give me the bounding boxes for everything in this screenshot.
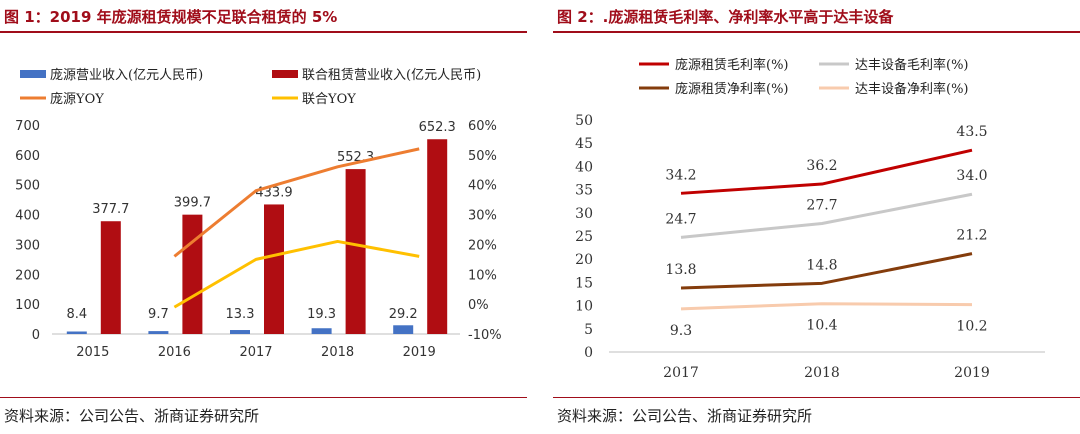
y-tick-label: 45 (575, 136, 593, 152)
x-tick-label: 2015 (76, 345, 109, 360)
y2-tick-label: 30% (468, 209, 497, 224)
data-label: 10.2 (956, 319, 987, 335)
data-label-pangyuan: 13.3 (226, 307, 255, 322)
data-label-pangyuan: 8.4 (66, 307, 87, 322)
y2-tick-label: 60% (468, 119, 497, 134)
data-label: 14.8 (806, 257, 837, 273)
legend-swatch (20, 70, 46, 78)
bar-lianhe-revenue (345, 169, 366, 334)
y-tick-label: 20 (575, 252, 593, 268)
x-tick-label: 2018 (804, 365, 840, 381)
y-tick-label: 30 (575, 206, 593, 222)
data-label-pangyuan: 19.3 (307, 307, 336, 322)
line-dafeng-net (680, 302, 973, 311)
data-label-lianhe: 377.7 (92, 202, 129, 217)
y2-tick-label: 40% (468, 179, 497, 194)
y-tick-label: 600 (15, 149, 40, 164)
data-label-lianhe: 652.3 (419, 120, 456, 135)
data-label: 34.0 (956, 168, 987, 184)
source-rule-right (553, 397, 1080, 398)
y2-tick-label: 20% (468, 238, 497, 253)
legend-swatch (272, 70, 298, 78)
legend-label: 庞源营业收入(亿元人民币) (50, 67, 203, 83)
data-label: 34.2 (665, 167, 696, 183)
y-tick-label: 40 (575, 159, 593, 175)
bar-pangyuan-revenue (148, 331, 169, 334)
y-tick-label: 10 (575, 299, 593, 315)
data-label: 43.5 (956, 124, 987, 140)
y2-tick-label: -10% (468, 328, 502, 343)
y-tick-label: 0 (32, 328, 40, 343)
legend-label: 庞源YOY (50, 91, 104, 107)
bar-lianhe-revenue (264, 204, 284, 334)
source-note-left: 资料来源：公司公告、浙商证券研究所 (4, 407, 260, 425)
data-label: 36.2 (806, 158, 837, 174)
line-lianhe-yoy (173, 239, 420, 309)
legend-label: 庞源租赁毛利率(%) (675, 57, 789, 73)
y-tick-label: 400 (15, 209, 40, 224)
y-tick-label: 15 (575, 275, 593, 291)
chart-panel-left: 图 1：2019 年庞源租赁规模不足联合租赁的 5% 0 100 200 300 400… (0, 0, 527, 434)
y-tick-label: 50 (575, 113, 593, 129)
y-tick-label: 35 (575, 183, 593, 199)
data-label-pangyuan: 29.2 (389, 307, 418, 322)
source-note-right: 资料来源：公司公告、浙商证券研究所 (557, 407, 813, 425)
legend-label: 达丰设备净利率(%) (855, 81, 969, 97)
legend-label: 联合YOY (302, 92, 356, 107)
chart-left: 0 100 200 300 400 500 600 700 -10% 0% 10% 20% 30% 40%… (15, 67, 502, 360)
line-pangyuan-yoy (173, 147, 420, 258)
data-label: 24.7 (665, 211, 696, 227)
y2-tick-label: 10% (468, 268, 497, 283)
line-pangyuan-net (680, 252, 973, 290)
x-tick-label: 2019 (954, 365, 990, 381)
y-tick-label: 0 (584, 345, 593, 361)
x-tick-label: 2018 (321, 345, 354, 360)
data-label-lianhe: 399.7 (174, 196, 211, 211)
line-dafeng-gross (680, 192, 973, 239)
legend-label: 联合租赁营业收入(亿元人民币) (302, 68, 481, 83)
y-tick-label: 700 (15, 119, 40, 134)
y-tick-label: 5 (584, 322, 593, 338)
y-tick-label: 25 (575, 229, 593, 245)
data-label: 10.4 (806, 318, 837, 334)
source-rule-left (0, 397, 527, 398)
title-rule-left (0, 31, 527, 33)
bar-pangyuan-revenue (393, 325, 414, 334)
x-tick-label: 2017 (239, 345, 272, 360)
chart-title-left: 图 1：2019 年庞源租赁规模不足联合租赁的 5% (4, 8, 338, 26)
bar-lianhe-revenue (100, 221, 121, 334)
legend-label: 达丰设备毛利率(%) (855, 57, 969, 73)
y-tick-label: 300 (15, 238, 40, 253)
legend-label: 庞源租赁净利率(%) (675, 81, 789, 97)
y-tick-label: 200 (15, 268, 40, 283)
data-label: 13.8 (665, 262, 696, 278)
bar-pangyuan-revenue (230, 330, 250, 334)
bar-lianhe-revenue (182, 214, 203, 334)
y-tick-label: 100 (15, 298, 40, 313)
y2-tick-label: 50% (468, 149, 497, 164)
chart-right: 0 5 10 15 20 25 30 35 40 45 50 2017 2018 2019 34.2 36.2… (575, 57, 1045, 381)
data-label: 9.3 (670, 323, 692, 339)
y-tick-label: 500 (15, 179, 40, 194)
x-tick-label: 2019 (403, 345, 436, 360)
x-tick-label: 2017 (663, 365, 699, 381)
chart-title-right: 图 2：.庞源租赁毛利率、净利率水平高于达丰设备 (557, 8, 894, 26)
bar-pangyuan-revenue (311, 328, 332, 334)
chart-panel-right: 图 2：.庞源租赁毛利率、净利率水平高于达丰设备 0 5 10 15 20 25 30 35 4… (553, 0, 1080, 434)
title-rule-right (553, 31, 1080, 33)
x-tick-label: 2016 (158, 345, 191, 360)
data-label-pangyuan: 9.7 (148, 307, 169, 322)
line-pangyuan-gross (680, 148, 973, 195)
bar-pangyuan-revenue (66, 331, 87, 334)
data-label: 21.2 (956, 228, 987, 244)
y2-tick-label: 0% (468, 298, 489, 313)
bar-lianhe-revenue (427, 139, 448, 334)
data-label: 27.7 (806, 197, 837, 213)
